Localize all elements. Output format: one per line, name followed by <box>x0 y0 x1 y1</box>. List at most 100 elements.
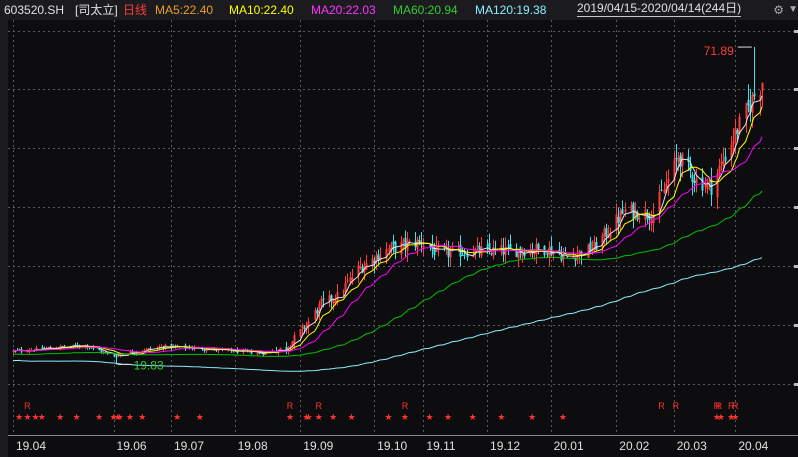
signal-star: ★ <box>23 412 31 422</box>
candle <box>519 246 522 259</box>
candle-body <box>675 157 678 159</box>
candle <box>332 299 335 311</box>
candle-body <box>537 243 540 249</box>
candle-body <box>49 346 52 349</box>
candle-body <box>26 351 29 353</box>
candle-body <box>630 205 633 212</box>
candle-body <box>174 345 177 347</box>
signal-star: ★ <box>114 412 122 422</box>
candle <box>695 168 698 193</box>
candle-body <box>720 161 723 164</box>
candle-body <box>451 247 454 250</box>
ma60-line <box>12 190 763 357</box>
candle <box>747 84 750 113</box>
y-axis-tick <box>794 383 798 386</box>
candle-body <box>143 350 146 352</box>
candle <box>595 236 598 251</box>
candle-body <box>691 174 694 182</box>
candle <box>443 243 446 252</box>
candle-body <box>305 325 308 330</box>
signal-star: ★ <box>444 412 452 422</box>
candle <box>710 167 713 207</box>
candle <box>115 354 118 365</box>
candle-body <box>72 344 75 347</box>
candle-body <box>250 351 253 354</box>
signal-star: ★ <box>302 412 310 422</box>
signal-r: R <box>402 401 409 411</box>
candle <box>548 241 551 266</box>
candle-body <box>761 82 764 91</box>
candle-body <box>332 300 335 304</box>
signal-r: R <box>714 401 721 411</box>
date-range[interactable]: 2019/04/15-2020/04/14(244日) <box>577 1 742 17</box>
candle <box>301 323 304 335</box>
signal-star: ★ <box>15 412 23 422</box>
candle-body <box>515 248 518 257</box>
candle <box>307 317 310 334</box>
candle <box>318 300 321 320</box>
candle <box>422 237 425 257</box>
candle-body <box>375 255 378 262</box>
candle-body <box>316 310 319 314</box>
candle-body <box>580 251 583 257</box>
candle-body <box>346 280 349 282</box>
candle-body <box>359 266 362 269</box>
ma120-legend: MA120:19.38 <box>475 3 547 17</box>
candle <box>478 242 481 258</box>
signal-star: ★ <box>32 412 40 422</box>
candle-body <box>634 209 637 216</box>
candle-body <box>447 248 450 257</box>
candle-body <box>318 303 321 314</box>
gear-icon[interactable]: ⚙ <box>773 3 784 17</box>
candle-body <box>466 254 469 258</box>
candle <box>578 249 581 264</box>
signal-star: ★ <box>559 412 567 422</box>
signal-star: ★ <box>116 412 124 422</box>
candle-body <box>624 209 627 212</box>
signal-star: ★ <box>469 412 477 422</box>
x-tick-label: 20.01 <box>554 439 584 453</box>
candle <box>433 243 436 260</box>
candle-body <box>371 258 374 267</box>
candle <box>587 243 590 259</box>
candle-body <box>474 248 477 253</box>
candle <box>299 328 302 339</box>
candle-body <box>745 103 748 119</box>
candle-body <box>41 347 44 349</box>
candle-body <box>677 157 680 162</box>
candle-body <box>718 165 721 174</box>
candle <box>624 202 627 218</box>
candle-body <box>377 253 380 261</box>
candle <box>736 128 739 140</box>
candle-body <box>160 346 163 348</box>
candle <box>379 247 382 263</box>
ma10-legend: MA10:22.40 <box>229 3 294 17</box>
candle-body <box>747 99 750 106</box>
signal-star: ★ <box>384 412 392 422</box>
candle-body <box>673 158 676 181</box>
candle <box>632 201 635 229</box>
candle-body <box>12 350 15 352</box>
y-axis-tick <box>794 206 798 209</box>
candle-body <box>603 228 606 237</box>
candle-body <box>738 116 741 135</box>
candle <box>102 349 105 355</box>
triangle-down-icon[interactable]: ▼ <box>788 4 798 15</box>
candle-body <box>449 251 452 258</box>
ma10-line <box>12 106 763 355</box>
candle <box>145 348 148 351</box>
candle-body <box>535 244 538 255</box>
candle <box>677 151 680 172</box>
signal-star: ★ <box>126 412 134 422</box>
signal-star: ★ <box>731 412 739 422</box>
candle-body <box>461 255 464 257</box>
candle-body <box>689 163 692 171</box>
candle-body <box>330 295 333 302</box>
signal-star: ★ <box>497 412 505 422</box>
period-selector[interactable]: 日线 <box>123 3 148 17</box>
candle-body <box>149 348 152 350</box>
candle <box>408 238 411 245</box>
candle <box>500 238 503 256</box>
